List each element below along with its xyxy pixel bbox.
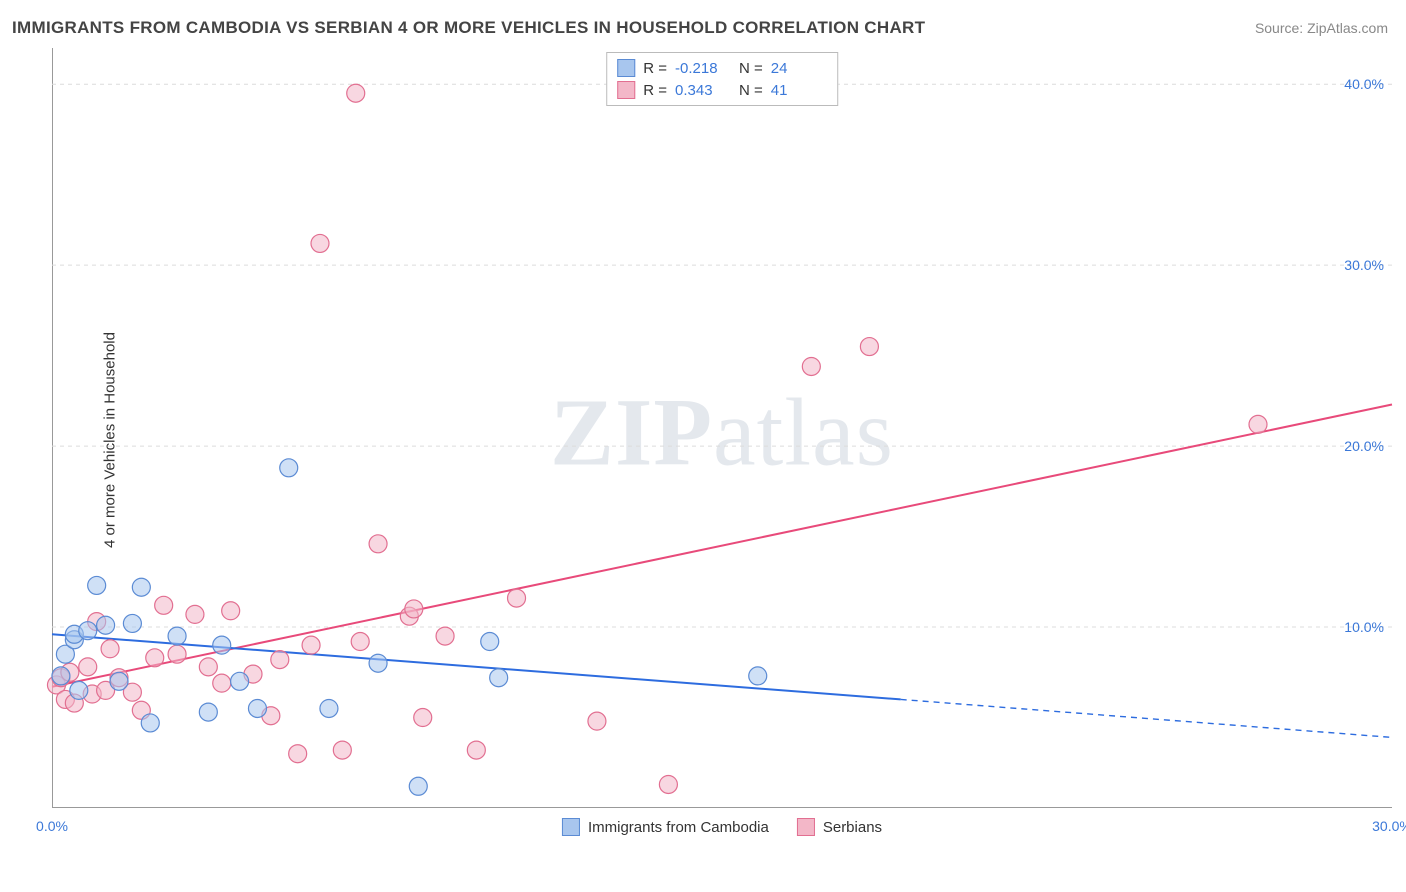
source-label: Source: ZipAtlas.com xyxy=(1255,20,1388,36)
n-label: N = xyxy=(739,60,763,77)
chart-svg xyxy=(52,48,1392,838)
y-tick-label: 30.0% xyxy=(1344,257,1384,273)
y-tick-label: 20.0% xyxy=(1344,438,1384,454)
series-legend: Immigrants from Cambodia Serbians xyxy=(562,818,882,836)
chart-title: IMMIGRANTS FROM CAMBODIA VS SERBIAN 4 OR… xyxy=(12,18,925,38)
stats-legend: R = -0.218 N = 24 R = 0.343 N = 41 xyxy=(606,52,838,106)
n-label: N = xyxy=(739,82,763,99)
x-tick-label: 0.0% xyxy=(36,818,68,834)
legend-item-serbians: Serbians xyxy=(797,818,882,836)
r-label: R = xyxy=(643,60,667,77)
x-tick-label: 30.0% xyxy=(1372,818,1406,834)
stats-row-cambodia: R = -0.218 N = 24 xyxy=(617,57,827,79)
n-value-cambodia: 24 xyxy=(771,60,827,77)
r-value-cambodia: -0.218 xyxy=(675,60,731,77)
y-tick-label: 40.0% xyxy=(1344,76,1384,92)
swatch-cambodia-icon xyxy=(617,59,635,77)
plot-area: ZIPatlas 10.0%20.0%30.0%40.0% 0.0%30.0% … xyxy=(52,48,1392,838)
legend-label-serbians: Serbians xyxy=(823,819,882,836)
legend-swatch-cambodia-icon xyxy=(562,818,580,836)
n-value-serbians: 41 xyxy=(771,82,827,99)
swatch-serbians-icon xyxy=(617,81,635,99)
y-tick-label: 10.0% xyxy=(1344,619,1384,635)
stats-row-serbians: R = 0.343 N = 41 xyxy=(617,79,827,101)
r-value-serbians: 0.343 xyxy=(675,82,731,99)
legend-item-cambodia: Immigrants from Cambodia xyxy=(562,818,769,836)
legend-label-cambodia: Immigrants from Cambodia xyxy=(588,819,769,836)
r-label: R = xyxy=(643,82,667,99)
legend-swatch-serbians-icon xyxy=(797,818,815,836)
